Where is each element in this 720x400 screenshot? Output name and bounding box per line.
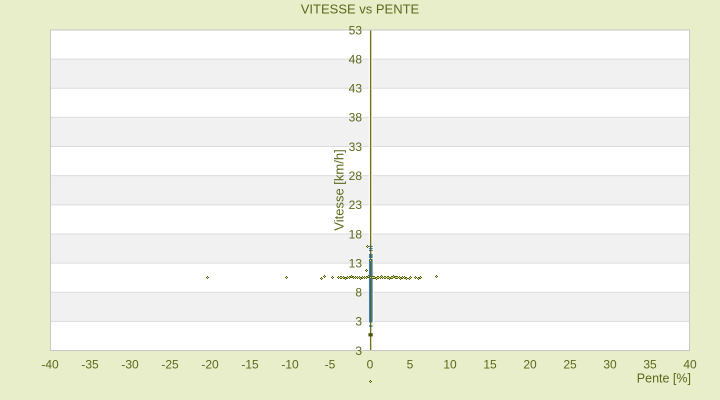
svg-text:-30: -30 (121, 358, 139, 372)
svg-text:35: 35 (643, 358, 657, 372)
svg-text:VITESSE vs PENTE: VITESSE vs PENTE (301, 1, 420, 16)
svg-text:-15: -15 (241, 358, 259, 372)
svg-text:28: 28 (349, 169, 363, 183)
svg-text:8: 8 (355, 286, 362, 300)
svg-text:25: 25 (563, 358, 577, 372)
svg-text:13: 13 (349, 256, 363, 270)
svg-text:43: 43 (349, 82, 363, 96)
svg-text:-10: -10 (281, 358, 299, 372)
svg-text:-40: -40 (41, 358, 59, 372)
svg-text:40: 40 (683, 358, 697, 372)
svg-text:0: 0 (367, 358, 374, 372)
svg-text:23: 23 (349, 198, 363, 212)
svg-text:10: 10 (443, 358, 457, 372)
svg-text:30: 30 (603, 358, 617, 372)
svg-text:20: 20 (523, 358, 537, 372)
svg-text:18: 18 (349, 227, 363, 241)
svg-text:3: 3 (355, 315, 362, 329)
svg-text:Pente [%]: Pente [%] (637, 371, 691, 385)
svg-text:33: 33 (349, 140, 363, 154)
svg-text:38: 38 (349, 111, 363, 125)
svg-text:Vitesse [km/h]: Vitesse [km/h] (332, 149, 347, 230)
svg-text:5: 5 (407, 358, 414, 372)
svg-text:-35: -35 (81, 358, 99, 372)
svg-text:-5: -5 (325, 358, 336, 372)
svg-text:3: 3 (355, 344, 362, 358)
svg-text:48: 48 (349, 52, 363, 66)
svg-text:-25: -25 (161, 358, 179, 372)
svg-text:15: 15 (483, 358, 497, 372)
svg-text:53: 53 (349, 23, 363, 37)
svg-text:-20: -20 (201, 358, 219, 372)
